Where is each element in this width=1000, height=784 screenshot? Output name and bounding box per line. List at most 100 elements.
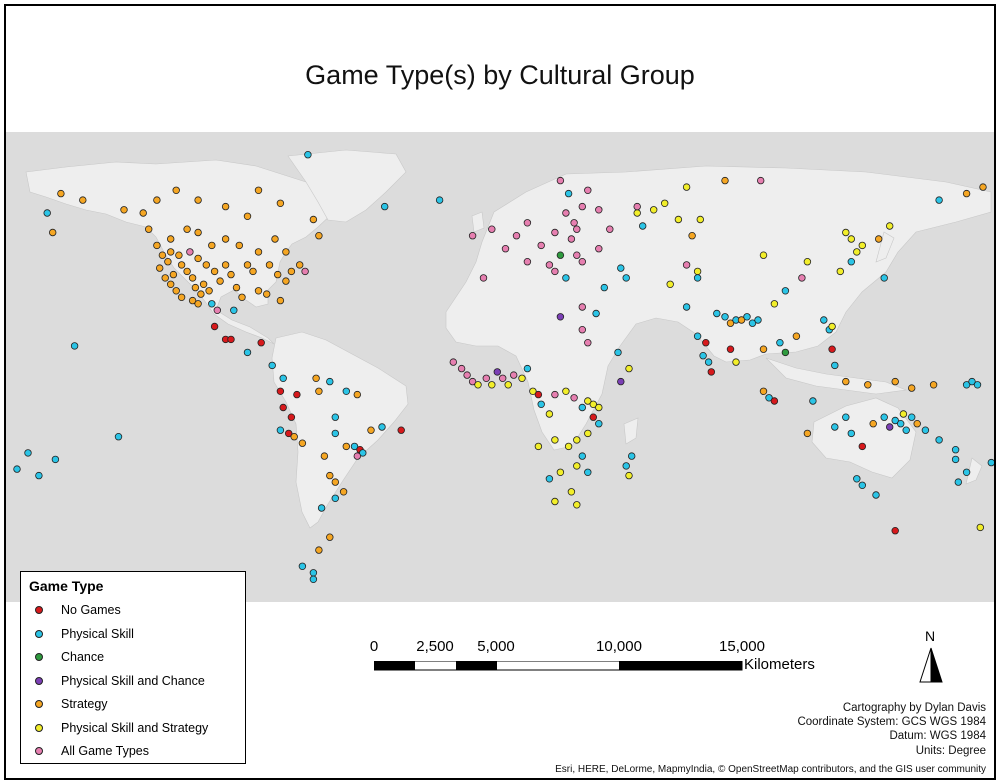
map-point-physical-skill[interactable]	[614, 348, 622, 357]
map-point-all-game-types[interactable]	[595, 244, 603, 253]
map-point-strategy[interactable]	[312, 374, 320, 382]
map-point-physical-skill-and-strategy[interactable]	[625, 364, 633, 373]
map-point-physical-skill[interactable]	[951, 446, 960, 454]
map-point-physical-skill-and-chance[interactable]	[556, 313, 565, 321]
map-point-strategy[interactable]	[353, 390, 361, 399]
map-point-physical-skill[interactable]	[628, 452, 636, 460]
map-point-strategy[interactable]	[320, 452, 329, 460]
map-point-all-game-types[interactable]	[584, 186, 592, 194]
map-point-strategy[interactable]	[309, 215, 318, 224]
map-point-physical-skill[interactable]	[24, 449, 32, 457]
map-point-physical-skill[interactable]	[908, 413, 916, 421]
map-point-physical-skill-and-strategy[interactable]	[847, 235, 855, 243]
map-point-strategy[interactable]	[688, 231, 696, 240]
map-point-physical-skill[interactable]	[902, 426, 910, 434]
map-point-all-game-types[interactable]	[556, 176, 565, 185]
map-point-strategy[interactable]	[188, 274, 197, 282]
map-point-physical-skill-and-strategy[interactable]	[696, 215, 704, 224]
map-point-physical-skill[interactable]	[693, 332, 702, 340]
map-point-strategy[interactable]	[199, 280, 208, 288]
map-point-physical-skill[interactable]	[331, 413, 339, 421]
map-point-no-games[interactable]	[285, 429, 293, 438]
map-point-strategy[interactable]	[326, 471, 334, 480]
map-point-strategy[interactable]	[139, 209, 147, 217]
map-point-all-game-types[interactable]	[633, 202, 641, 211]
map-point-physical-skill-and-chance[interactable]	[493, 368, 501, 376]
map-point-physical-skill-and-strategy[interactable]	[551, 497, 559, 506]
map-point-all-game-types[interactable]	[510, 371, 518, 379]
map-point-strategy[interactable]	[202, 261, 210, 269]
map-point-all-game-types[interactable]	[570, 219, 578, 227]
map-point-strategy[interactable]	[891, 377, 899, 386]
map-point-physical-skill[interactable]	[754, 316, 762, 324]
map-point-physical-skill[interactable]	[704, 358, 713, 366]
map-point-physical-skill[interactable]	[381, 202, 389, 211]
map-point-all-game-types[interactable]	[573, 225, 581, 233]
map-point-strategy[interactable]	[803, 429, 812, 438]
map-point-physical-skill[interactable]	[595, 420, 603, 428]
map-point-physical-skill[interactable]	[781, 287, 790, 295]
map-point-strategy[interactable]	[842, 377, 850, 386]
map-point-physical-skill[interactable]	[584, 468, 592, 476]
map-point-physical-skill[interactable]	[331, 494, 339, 502]
map-point-physical-skill-and-strategy[interactable]	[564, 442, 573, 451]
map-point-strategy[interactable]	[158, 251, 167, 259]
map-point-strategy[interactable]	[166, 235, 175, 243]
map-point-strategy[interactable]	[194, 254, 202, 263]
map-point-strategy[interactable]	[166, 280, 175, 288]
map-point-strategy[interactable]	[235, 241, 243, 250]
map-point-no-games[interactable]	[828, 345, 836, 353]
map-point-no-games[interactable]	[210, 322, 219, 331]
map-point-physical-skill-and-strategy[interactable]	[529, 387, 537, 395]
map-point-no-games[interactable]	[276, 387, 285, 395]
map-point-strategy[interactable]	[315, 231, 323, 240]
map-point-physical-skill[interactable]	[935, 436, 943, 444]
map-point-all-game-types[interactable]	[186, 248, 194, 256]
map-point-physical-skill[interactable]	[51, 455, 60, 464]
map-point-all-game-types[interactable]	[523, 219, 532, 227]
map-point-strategy[interactable]	[175, 251, 183, 259]
map-point-strategy[interactable]	[172, 186, 180, 194]
map-point-physical-skill-and-strategy[interactable]	[759, 251, 768, 259]
map-point-physical-skill[interactable]	[880, 413, 888, 421]
map-point-all-game-types[interactable]	[551, 267, 559, 276]
map-point-physical-skill-and-strategy[interactable]	[693, 267, 702, 276]
map-point-all-game-types[interactable]	[482, 374, 490, 382]
map-point-strategy[interactable]	[194, 196, 202, 204]
map-point-strategy[interactable]	[254, 186, 263, 194]
map-point-strategy[interactable]	[276, 296, 285, 305]
map-point-all-game-types[interactable]	[537, 241, 545, 250]
map-point-physical-skill-and-strategy[interactable]	[803, 257, 812, 266]
map-point-physical-skill[interactable]	[765, 394, 773, 402]
map-point-physical-skill[interactable]	[935, 196, 943, 204]
map-point-physical-skill[interactable]	[748, 319, 757, 327]
map-point-strategy[interactable]	[875, 235, 883, 243]
map-point-strategy[interactable]	[183, 225, 191, 233]
map-point-physical-skill-and-strategy[interactable]	[625, 471, 633, 480]
map-point-strategy[interactable]	[153, 241, 161, 250]
map-point-physical-skill[interactable]	[847, 429, 855, 438]
map-point-physical-skill-and-strategy[interactable]	[732, 358, 740, 366]
map-point-physical-skill[interactable]	[921, 426, 930, 434]
map-point-all-game-types[interactable]	[595, 206, 603, 214]
map-point-strategy[interactable]	[194, 300, 202, 308]
map-point-physical-skill-and-strategy[interactable]	[595, 403, 603, 412]
map-point-physical-skill[interactable]	[545, 475, 554, 483]
map-point-physical-skill-and-strategy[interactable]	[584, 429, 592, 438]
map-point-strategy[interactable]	[153, 196, 161, 204]
map-point-physical-skill[interactable]	[962, 381, 971, 389]
map-point-physical-skill[interactable]	[897, 420, 905, 428]
map-point-strategy[interactable]	[191, 283, 200, 292]
map-point-physical-skill-and-strategy[interactable]	[858, 241, 866, 250]
map-point-all-game-types[interactable]	[463, 371, 471, 379]
map-point-physical-skill-and-chance[interactable]	[886, 423, 894, 431]
map-point-physical-skill[interactable]	[853, 475, 861, 483]
map-point-strategy[interactable]	[238, 293, 246, 301]
map-point-no-games[interactable]	[726, 345, 735, 353]
map-point-strategy[interactable]	[232, 283, 241, 292]
map-point-physical-skill[interactable]	[831, 423, 839, 431]
map-point-physical-skill[interactable]	[872, 491, 880, 499]
map-point-physical-skill[interactable]	[592, 309, 600, 318]
map-point-physical-skill[interactable]	[600, 283, 608, 292]
map-point-physical-skill[interactable]	[891, 416, 899, 425]
